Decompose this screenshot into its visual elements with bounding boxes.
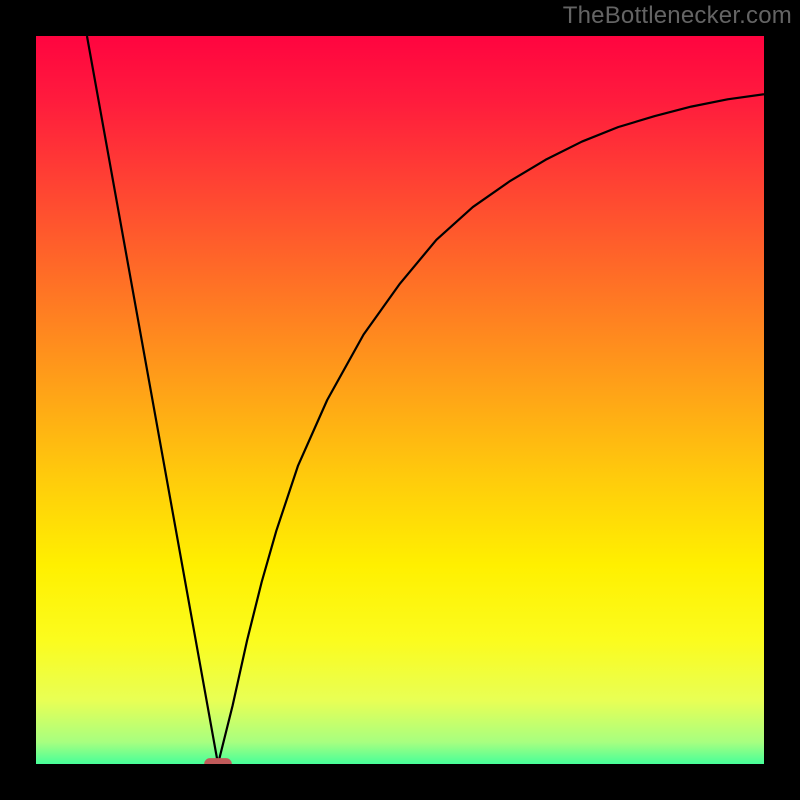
plot-background <box>24 24 776 776</box>
watermark-text: TheBottlenecker.com <box>563 2 792 30</box>
bottleneck-chart <box>0 0 800 800</box>
chart-container: { "watermark": { "text": "TheBottlenecke… <box>0 0 800 800</box>
